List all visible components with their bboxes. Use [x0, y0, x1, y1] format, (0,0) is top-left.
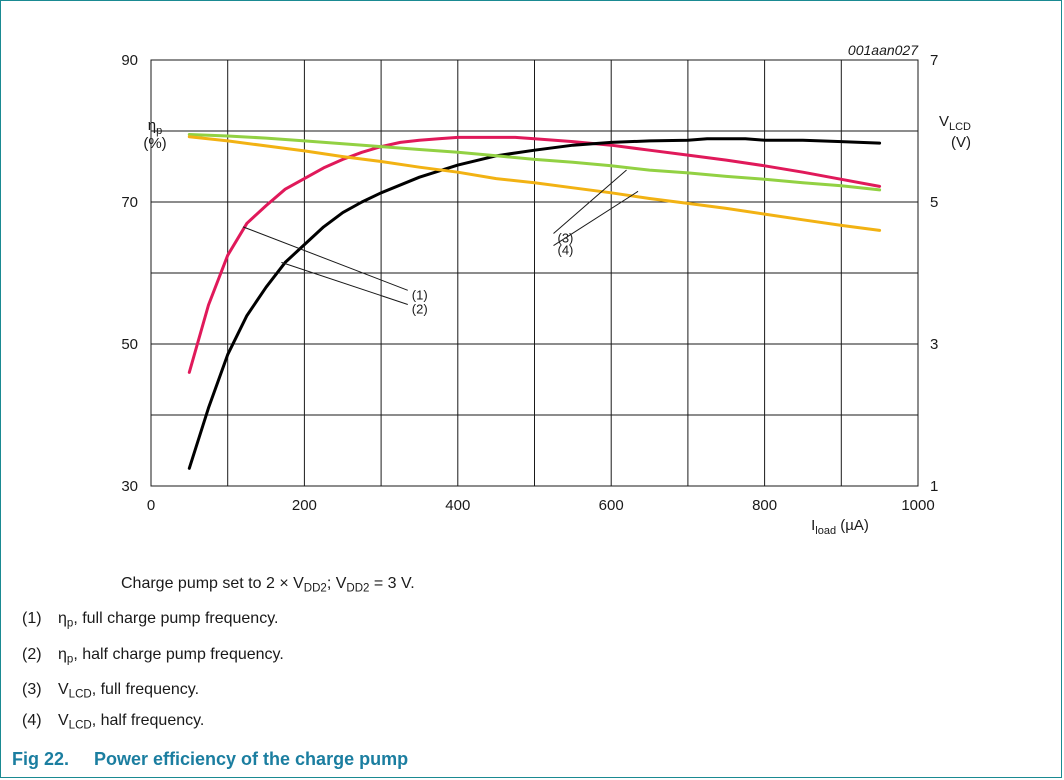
frame-top-border [0, 0, 1062, 1]
y-right-label-symbol: VLCD [939, 113, 971, 133]
leader-line-2 [281, 261, 408, 305]
legend-note-1: (1) ηp, full charge pump frequency. [22, 610, 279, 630]
annotation-label-1: (1) [412, 287, 428, 302]
legend-note-3: (3) VLCD, full frequency. [22, 681, 200, 701]
x-tick-label: 0 [147, 497, 155, 514]
y-right-tick-label: 7 [930, 52, 938, 69]
x-tick-label: 1000 [901, 497, 934, 514]
y-left-tick-label: 30 [121, 478, 138, 495]
legend-note-2: (2) ηp, half charge pump frequency. [22, 646, 284, 666]
axes: 001aan027 ηp (%) VLCD (V) Iload (µA) 0 20… [121, 42, 971, 537]
grid [150, 59, 919, 487]
series-3-line [187, 133, 882, 192]
annotations: (1)(2)(3)(4) [242, 169, 639, 317]
y-right-label-unit: (V) [951, 134, 971, 151]
x-tick-label: 600 [599, 497, 624, 514]
y-left-tick-label: 50 [121, 336, 138, 353]
chart: 001aan027 ηp (%) VLCD (V) Iload (µA) 0 20… [121, 42, 971, 537]
y-left-tick-label: 70 [121, 194, 138, 211]
figure-number: Fig 22. [12, 749, 70, 769]
series-1-line [187, 135, 882, 374]
leader-line-4 [553, 190, 639, 246]
x-tick-label: 400 [445, 497, 470, 514]
figure-title: Power efficiency of the charge pump [94, 749, 409, 769]
y-right-tick-label: 3 [930, 336, 938, 353]
annotation-label-2: (2) [412, 302, 428, 317]
series-2-line [187, 137, 882, 470]
x-axis-label: Iload (µA) [811, 517, 869, 537]
x-tick-label: 200 [292, 497, 317, 514]
y-left-tick-label: 90 [121, 52, 138, 69]
legend-note-4: (4) VLCD, half frequency. [22, 712, 205, 732]
condition-note: Charge pump set to 2 × VDD2; VDD2 = 3 V. [121, 575, 415, 595]
y-left-label-symbol: ηp [148, 117, 162, 137]
leader-line-1 [242, 226, 408, 291]
leader-line-3 [553, 169, 627, 234]
y-right-tick-label: 1 [930, 478, 938, 495]
figure-caption: Fig 22. Power efficiency of the charge pu… [12, 749, 408, 770]
y-right-tick-label: 5 [930, 194, 938, 211]
x-tick-label: 800 [752, 497, 777, 514]
series-4-line [187, 135, 882, 232]
annotation-label-4: (4) [558, 243, 574, 258]
figure-id: 001aan027 [848, 42, 919, 58]
y-left-label-unit: (%) [143, 135, 166, 152]
series-layer [187, 133, 882, 470]
